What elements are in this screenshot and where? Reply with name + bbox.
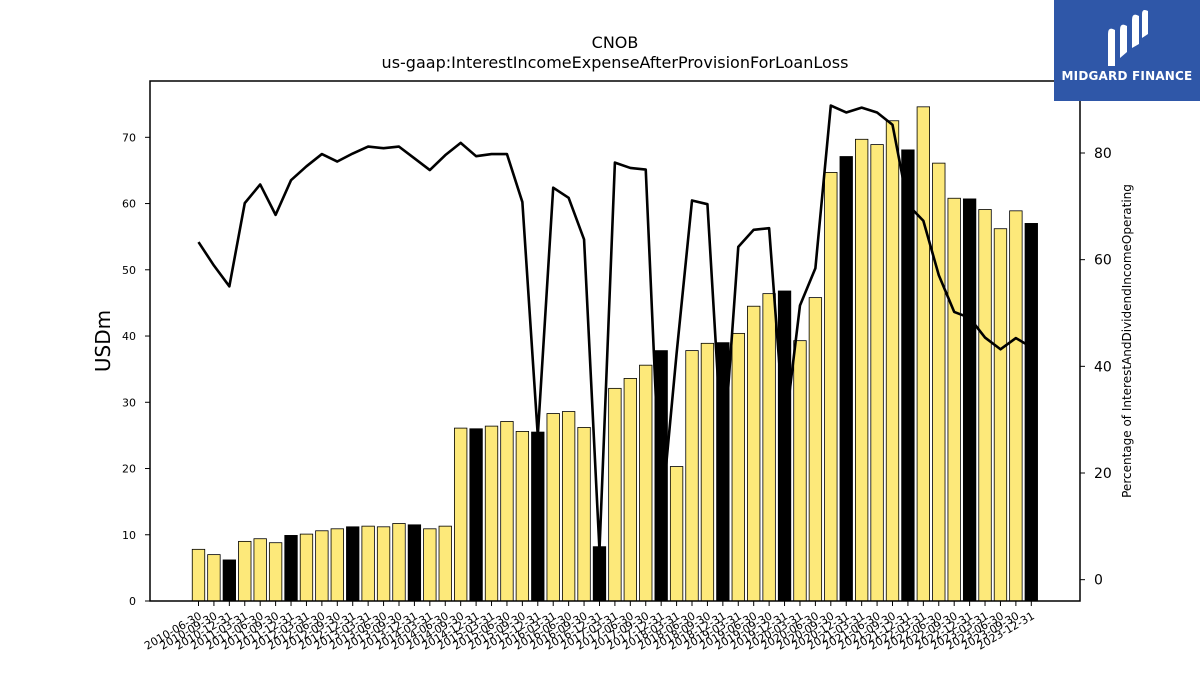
bar <box>623 378 637 602</box>
x-axis: 2010-06-302010-09-302010-12-312011-03-31… <box>142 601 1037 653</box>
bar <box>1009 210 1023 602</box>
bar <box>932 162 946 602</box>
bar <box>407 524 422 602</box>
bar <box>222 559 236 602</box>
y-tick-label: 20 <box>122 463 136 476</box>
bar <box>731 332 745 602</box>
y-tick-label: 40 <box>122 330 136 343</box>
midgard-finance-logo: MIDGARD FINANCE <box>1054 0 1200 101</box>
bar <box>901 149 915 602</box>
bar <box>824 172 838 602</box>
bar <box>299 533 314 602</box>
bar <box>855 138 869 602</box>
bar <box>685 350 699 602</box>
y2-tick-label: 80 <box>1094 146 1112 162</box>
y-tick-label: 0 <box>129 595 136 608</box>
logo-text: MIDGARD FINANCE <box>1061 69 1193 83</box>
bar <box>947 197 961 602</box>
bar <box>885 120 900 602</box>
bar <box>361 525 375 602</box>
bar <box>454 427 468 602</box>
bar <box>207 554 221 602</box>
y2-tick-label: 40 <box>1094 359 1112 375</box>
y-tick-label: 30 <box>122 396 136 409</box>
chart-subtitle: us-gaap:InterestIncomeExpenseAfterProvis… <box>382 53 849 72</box>
bar <box>870 144 884 602</box>
line-series <box>197 104 1032 552</box>
bar <box>762 293 776 602</box>
y2-tick-label: 60 <box>1094 253 1112 269</box>
bar <box>253 538 267 602</box>
bar <box>315 530 329 602</box>
bar <box>993 228 1008 602</box>
y-axis-left: 0 10 20 30 40 50 60 70 <box>122 131 150 608</box>
bar <box>268 542 283 602</box>
bar <box>546 413 560 602</box>
bar <box>500 421 514 602</box>
y2-axis-label: Percentage of InterestAndDividendIncomeO… <box>1120 184 1134 498</box>
y-axis-right: 0 20 40 60 80 <box>1080 146 1112 589</box>
bar <box>608 387 622 602</box>
bar <box>376 526 391 602</box>
bar <box>639 364 653 602</box>
bar <box>484 425 499 602</box>
bar <box>978 209 992 602</box>
y-tick-label: 50 <box>122 264 136 277</box>
bar <box>346 526 360 602</box>
bar <box>777 290 792 602</box>
y-tick-label: 70 <box>122 131 136 144</box>
bar <box>839 156 853 602</box>
bar <box>962 198 977 602</box>
bar <box>330 528 344 602</box>
y2-tick-label: 0 <box>1094 573 1103 589</box>
bar <box>284 535 298 602</box>
bar <box>577 427 591 602</box>
chart-title: CNOB <box>592 33 639 52</box>
y-tick-label: 10 <box>122 529 136 542</box>
bar <box>669 466 684 602</box>
y-tick-label: 60 <box>122 198 136 211</box>
bar <box>469 428 483 602</box>
y2-tick-label: 20 <box>1094 466 1112 482</box>
y-axis-label: USDm <box>91 310 115 372</box>
bar <box>1024 223 1038 602</box>
bar <box>531 431 545 602</box>
bar <box>392 523 406 602</box>
bar <box>592 546 607 602</box>
bar <box>191 548 206 602</box>
bar <box>808 297 823 602</box>
midgard-logo-icon <box>1108 10 1148 67</box>
bar <box>793 340 807 602</box>
bar <box>438 525 452 602</box>
bar <box>423 528 437 602</box>
bar <box>700 342 715 602</box>
bar <box>561 411 576 602</box>
bar <box>238 540 252 602</box>
bar <box>916 106 930 602</box>
bar <box>515 431 530 602</box>
bar <box>747 305 761 602</box>
